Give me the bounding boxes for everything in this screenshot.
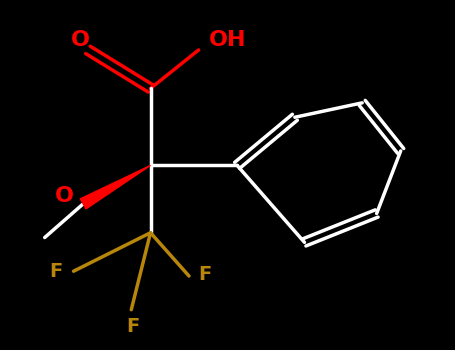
Text: O: O [55, 186, 73, 206]
Polygon shape [81, 166, 151, 209]
Text: O: O [71, 30, 90, 50]
Text: OH: OH [209, 30, 246, 50]
Text: F: F [126, 316, 140, 336]
Text: F: F [50, 262, 63, 281]
Text: F: F [199, 265, 212, 284]
